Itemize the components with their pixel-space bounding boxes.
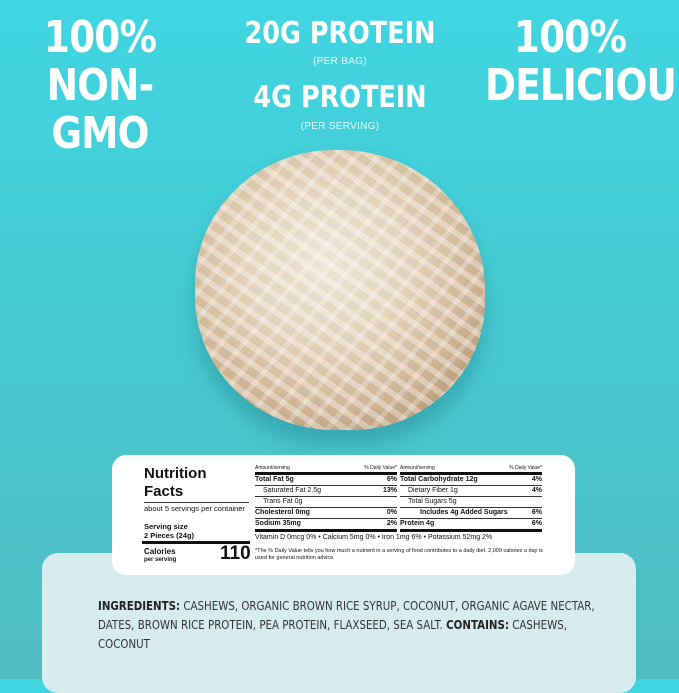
ingredients-list: CASHEWS, ORGANIC BROWN RICE SYRUP, COCON… — [98, 598, 595, 632]
nutrient-row: Trans Fat 0g — [255, 497, 397, 508]
nutrient-row: Total Carbohydrate 12g 4% — [400, 475, 542, 486]
ingredients-panel — [42, 553, 636, 693]
dv: 6% — [531, 509, 542, 516]
calories-sub: per serving — [144, 557, 177, 563]
nutrient-row: Protein 4g 6% — [400, 519, 542, 532]
nutrient-row: Includes 4g Added Sugars 6% — [400, 508, 542, 519]
claim-line: DELICIOUS — [485, 60, 679, 111]
dv: 13% — [382, 487, 397, 494]
nutrients-left: Amount/serving % Daily Value* Total Fat 5… — [255, 464, 397, 532]
nutrient-row: Sodium 35mg 2% — [255, 519, 397, 532]
per-bag-note: (PER BAG) — [313, 56, 367, 67]
protein-per-serving: 4G PROTEIN — [253, 80, 427, 115]
calories-value: 110 — [220, 543, 251, 564]
nutrition-title: Nutrition Facts — [144, 465, 206, 501]
title-line: Facts — [144, 483, 184, 500]
nutrient-row: Dietary Fiber 1g 4% — [400, 486, 542, 497]
nutrient: Total Carbohydrate 12g — [400, 476, 478, 483]
header: Amount/serving — [400, 465, 435, 471]
vitamins-line: Vitamin D 0mcg 0% • Calcium 5mg 0% • Iro… — [255, 534, 493, 541]
nutrient: Protein 4g — [400, 520, 435, 527]
dv: 4% — [531, 476, 542, 483]
nutrient: Trans Fat 0g — [263, 498, 303, 505]
coconut-bite-image — [195, 150, 485, 430]
footnote: *The % Daily Value tells you how much a … — [255, 548, 543, 561]
header-row: Amount/serving % Daily Value* — [400, 464, 542, 475]
header: Amount/serving — [255, 465, 290, 471]
claim-non-gmo: 100% NON-GMO — [24, 14, 177, 158]
nutrient-row: Total Sugars 5g — [400, 497, 542, 508]
dv: 4% — [531, 487, 542, 494]
claim-line: 100% — [43, 12, 157, 63]
nutrient: Dietary Fiber 1g — [408, 487, 458, 494]
nutrient: Cholesterol 0mg — [255, 509, 310, 516]
nutrient: Includes 4g Added Sugars — [420, 509, 508, 516]
contains-label: CONTAINS: — [446, 617, 509, 632]
nutrient-row: Cholesterol 0mg 0% — [255, 508, 397, 519]
nutrient-row: Saturated Fat 2.5g 13% — [255, 486, 397, 497]
claim-delicious: 100%DELICIOUS — [485, 12, 679, 111]
claim-line: 100% — [513, 12, 627, 63]
servings-per-container: about 5 servings per container — [144, 502, 249, 513]
nutrients-right: Amount/serving % Daily Value* Total Carbo… — [400, 464, 542, 532]
claim-line: NON-GMO — [46, 60, 154, 159]
serving-size: 2 Pieces (24g) — [144, 531, 195, 540]
ingredients-text: INGREDIENTS: CASHEWS, ORGANIC BROWN RICE… — [98, 596, 598, 653]
nutrient: Total Sugars 5g — [408, 498, 457, 505]
header: % Daily Value* — [509, 465, 542, 471]
ingredients-label: INGREDIENTS: — [98, 598, 181, 613]
contains-list: CASHEWS, COCONUT — [98, 617, 567, 651]
serving-size-label: Serving size — [144, 522, 188, 531]
nutrient: Sodium 35mg — [255, 520, 301, 527]
protein-per-bag: 20G PROTEIN — [244, 16, 436, 51]
dv: 0% — [386, 509, 397, 516]
dv: 2% — [386, 520, 397, 527]
calories-label: Calories — [144, 547, 176, 556]
header-row: Amount/serving % Daily Value* — [255, 464, 397, 475]
nutrition-facts-label: Nutrition Facts about 5 servings per cont… — [112, 455, 575, 575]
dv: 6% — [531, 520, 542, 527]
dv: 6% — [386, 476, 397, 483]
nutrient: Total Fat 5g — [255, 476, 294, 483]
nutrient-row: Total Fat 5g 6% — [255, 475, 397, 486]
per-serving-note: (PER SERVING) — [300, 121, 380, 132]
title-line: Nutrition — [144, 465, 207, 482]
header: % Daily Value* — [364, 465, 397, 471]
nutrient: Saturated Fat 2.5g — [263, 487, 321, 494]
